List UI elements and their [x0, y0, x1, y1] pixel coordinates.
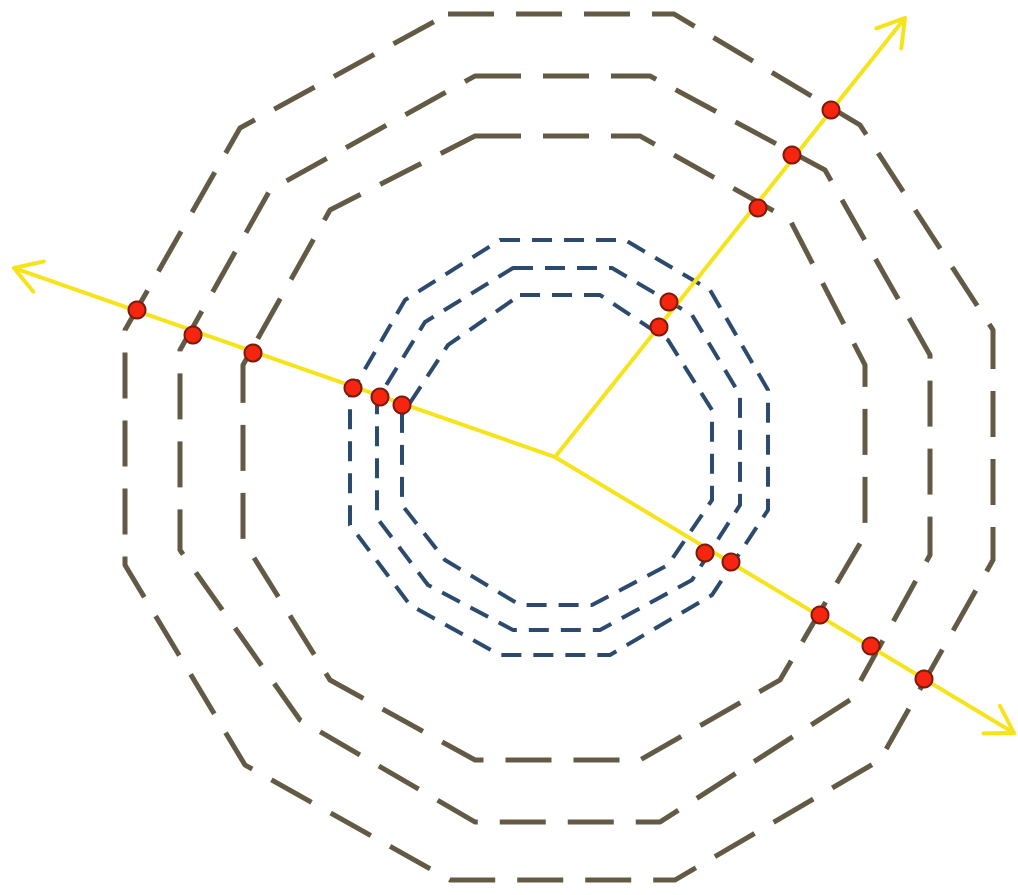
- inner-layer-2: [375, 266, 742, 632]
- inner-layer-1: [348, 238, 770, 657]
- track-left-hit-6: [392, 395, 412, 415]
- track-left-hit-4: [343, 378, 363, 398]
- track-left-hit-5: [370, 387, 390, 407]
- outer-layers: [122, 11, 996, 883]
- inner-layers: [348, 238, 770, 657]
- track-upper-right-hit-2: [782, 145, 802, 165]
- track-lower-right: [553, 455, 1016, 735]
- outer-layer-2: [177, 73, 933, 825]
- outer-layer-3: [240, 133, 868, 763]
- track-lower-right-hit-4: [861, 636, 881, 656]
- track-upper-right-hit-4: [659, 292, 679, 312]
- track-upper-right-hit-3: [748, 198, 768, 218]
- track-left-hit-1: [127, 300, 147, 320]
- track-upper-right-hit-5: [649, 317, 669, 337]
- track-lower-right-hit-2: [721, 552, 741, 572]
- track-upper-right-hit-1: [821, 100, 841, 120]
- inner-layer-3: [400, 293, 714, 607]
- track-upper-right-arrowhead-icon: [874, 16, 907, 51]
- track-left: [12, 266, 557, 459]
- track-lower-right-hit-5: [914, 669, 934, 689]
- track-left-arrowhead-icon: [12, 259, 46, 294]
- track-lower-right-hit-1: [695, 543, 715, 563]
- outer-layer-1: [122, 11, 996, 883]
- track-lower-right-hit-3: [810, 605, 830, 625]
- hit-points: [127, 100, 934, 689]
- track-upper-right: [553, 16, 907, 459]
- track-left-hit-2: [183, 325, 203, 345]
- track-lower-right-arrowhead-icon: [981, 703, 1016, 736]
- particle-tracks: [12, 16, 1016, 736]
- track-left-hit-3: [243, 343, 263, 363]
